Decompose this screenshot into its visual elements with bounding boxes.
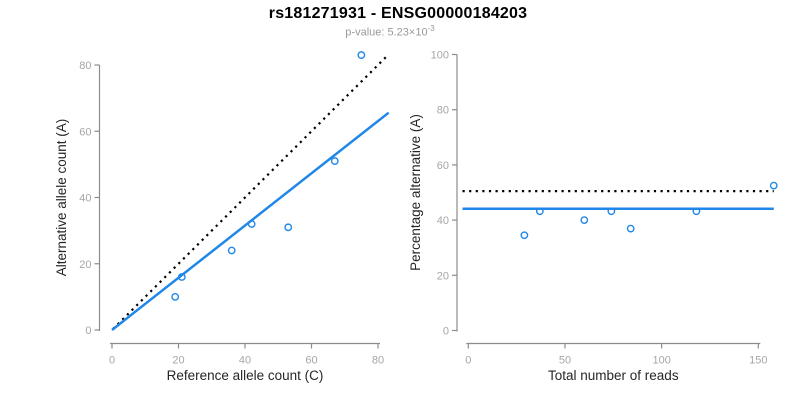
identity-line — [112, 55, 388, 330]
data-point — [330, 157, 339, 165]
y-tick-label: 20 — [79, 259, 91, 271]
x-tick-label: 80 — [372, 355, 384, 367]
data-point — [626, 224, 635, 233]
x-tick-label: 100 — [652, 355, 670, 367]
x-tick-label: 40 — [239, 355, 251, 367]
data-point — [247, 220, 256, 228]
data-point — [580, 216, 589, 225]
x-tick-label: 0 — [109, 355, 115, 367]
y-tick-label: 40 — [79, 193, 91, 205]
y-tick-label: 0 — [85, 325, 91, 337]
p-value-label: p-value: — [345, 26, 388, 39]
p-value-base: 5.23×10 — [387, 26, 428, 39]
data-point — [227, 246, 236, 255]
data-point — [284, 223, 293, 232]
y-tick-label: 20 — [437, 270, 449, 282]
figure-subtitle: p-value: 5.23×10-3 — [0, 24, 780, 39]
y-tick-label: 40 — [437, 215, 449, 227]
data-point — [535, 207, 544, 216]
y-tick-label: 100 — [431, 50, 449, 62]
y-tick-label: 0 — [443, 326, 449, 338]
y-axis-title: Percentage alternative (A) — [408, 114, 423, 271]
data-point — [520, 231, 529, 240]
y-axis-title: Alternative allele count (A) — [54, 119, 69, 277]
y-tick-label: 60 — [79, 126, 91, 138]
y-tick-label: 80 — [79, 60, 91, 72]
data-point — [357, 51, 366, 59]
left-plot: 0 20 40 60 80 0 20 40 60 80 Reference allele count… — [54, 51, 390, 383]
x-axis-title: Reference allele count (C) — [167, 368, 324, 383]
figure-title: rs181271931 - ENSG00000184203 — [268, 5, 528, 22]
x-tick-label: 150 — [749, 355, 767, 367]
y-tick-label: 60 — [437, 160, 449, 172]
x-tick-label: 50 — [559, 355, 571, 367]
x-tick-label: 20 — [172, 355, 184, 367]
data-point — [769, 181, 778, 190]
data-point — [171, 292, 180, 301]
x-tick-label: 60 — [305, 355, 317, 367]
x-axis-title: Total number of reads — [548, 368, 679, 383]
data-point — [177, 273, 186, 281]
y-tick-label: 80 — [437, 105, 449, 117]
data-point — [607, 207, 616, 216]
data-point — [692, 207, 701, 216]
p-value-exponent: -3 — [427, 24, 435, 33]
x-tick-label: 0 — [465, 355, 471, 367]
